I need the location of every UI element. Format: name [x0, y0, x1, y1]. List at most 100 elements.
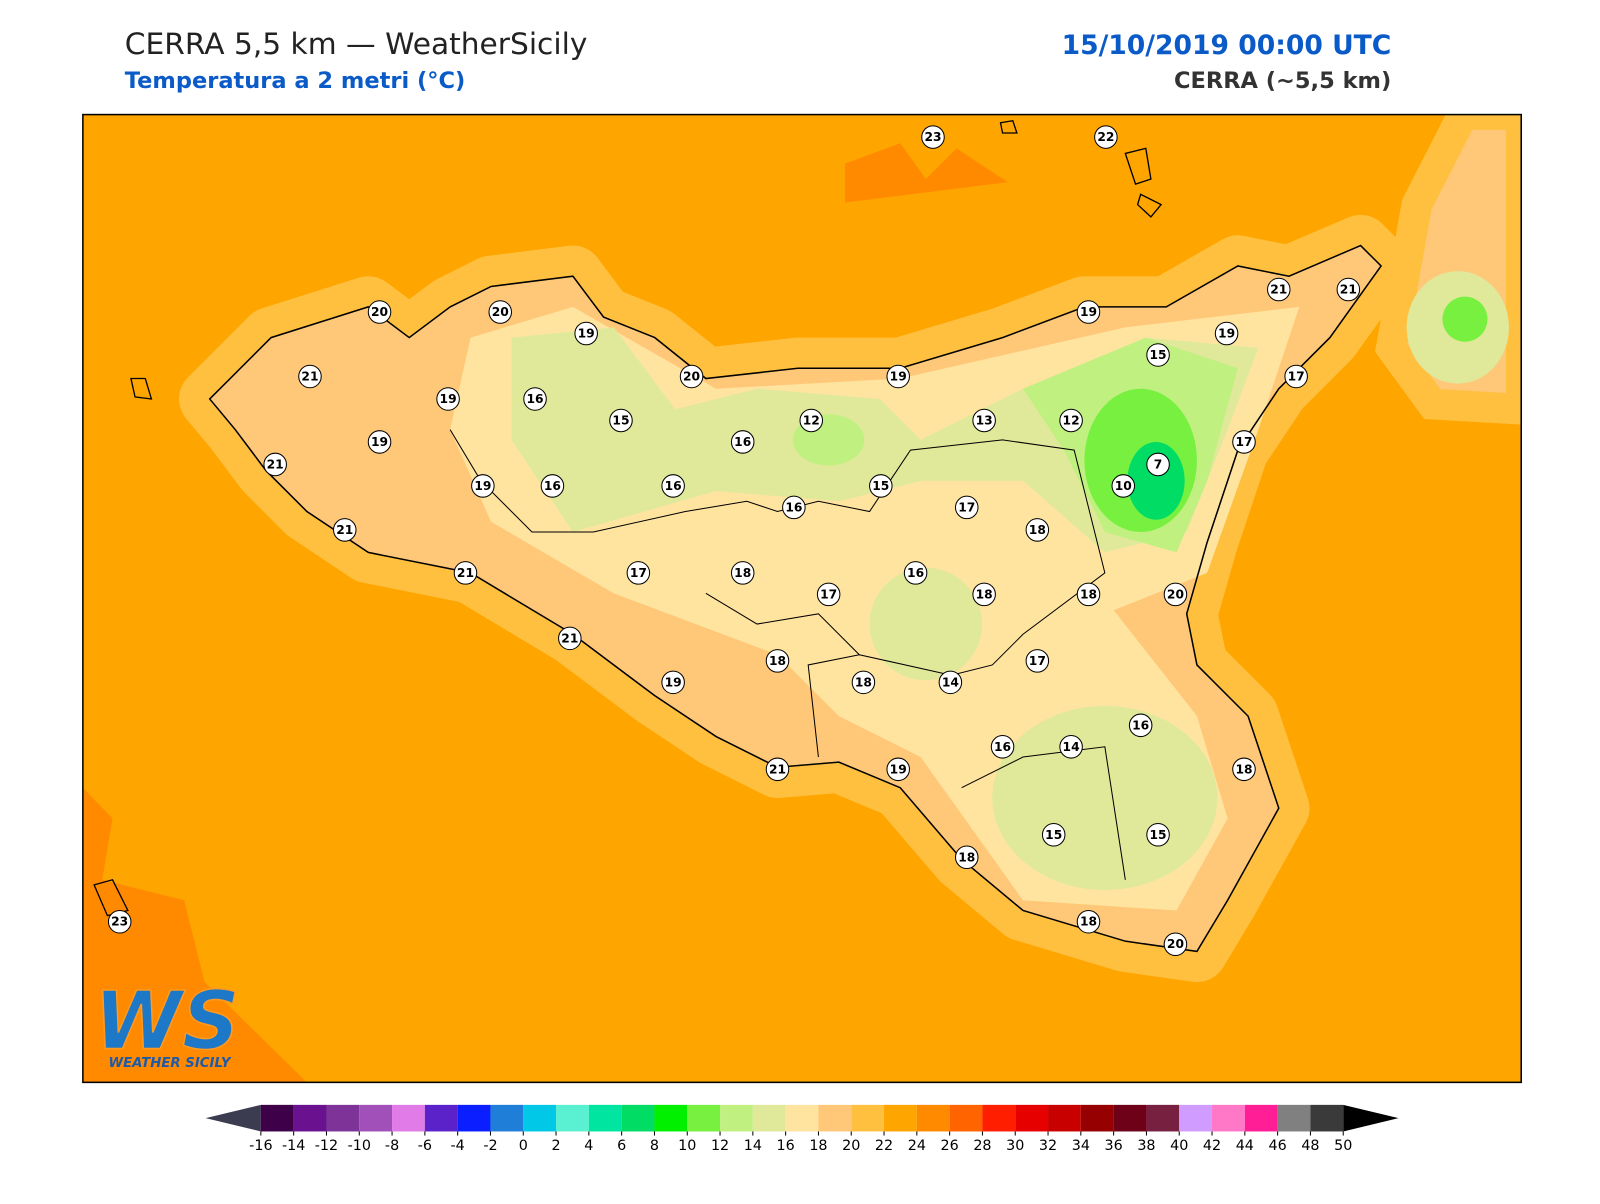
- colorbar-tick-label: 18: [809, 1138, 827, 1154]
- station-value: 16: [994, 740, 1011, 754]
- station-marker: [765, 649, 790, 673]
- station-marker: [1128, 713, 1153, 738]
- colorbar-segment: [654, 1104, 688, 1132]
- colorbar-tick-label: 28: [973, 1138, 991, 1154]
- station-marker: [1111, 474, 1136, 498]
- station-marker: [679, 364, 704, 389]
- colorbar-tick-label: 2: [552, 1138, 561, 1154]
- station-marker: [1025, 518, 1050, 542]
- station-marker: [1232, 430, 1256, 454]
- station-marker: [609, 408, 633, 433]
- station-value: 21: [769, 762, 786, 776]
- colorbar-segment: [687, 1104, 721, 1132]
- colorbar-segment: [752, 1104, 786, 1132]
- station-value: 16: [526, 392, 543, 406]
- station-marker: [471, 474, 495, 498]
- station-marker: [1076, 582, 1101, 607]
- station-marker: [1025, 649, 1050, 673]
- station-marker: [851, 670, 876, 695]
- station-marker: [869, 474, 893, 498]
- colorbar-tick-label: -4: [451, 1138, 465, 1154]
- station-marker: [1059, 408, 1083, 433]
- station-value: 18: [1080, 587, 1097, 601]
- station-value: 16: [907, 566, 924, 580]
- station-marker: [263, 452, 287, 477]
- station-value: 12: [803, 413, 820, 427]
- station-marker: [523, 387, 547, 411]
- colorbar-tick-label: 48: [1301, 1138, 1319, 1154]
- colorbar-segment: [359, 1104, 393, 1132]
- colorbar-segment: [1212, 1104, 1245, 1132]
- colorbar-segment: [1244, 1104, 1278, 1132]
- colorbar-segment: [1113, 1104, 1147, 1132]
- model: CERRA (~5,5 km): [1174, 68, 1391, 94]
- station-value: 18: [1235, 762, 1252, 776]
- subtitle: Temperatura a 2 metri (°C): [125, 68, 466, 94]
- colorbar-segment: [326, 1104, 360, 1132]
- colorbar-tick-label: -14: [282, 1138, 305, 1154]
- station-marker: [367, 300, 392, 324]
- station-marker: [938, 670, 963, 695]
- station-value: 16: [544, 479, 561, 493]
- station-value: 7: [1154, 457, 1163, 471]
- colorbar-tick-label: 30: [1006, 1138, 1024, 1154]
- station-value: 15: [1150, 348, 1167, 362]
- warm-patch: [82, 787, 307, 1083]
- colorbar-segment: [457, 1104, 491, 1132]
- station-value: 20: [371, 305, 388, 319]
- logo-mark: WS: [94, 975, 239, 1068]
- station-value: 22: [1097, 130, 1114, 144]
- colorbar-segment: [982, 1104, 1016, 1132]
- station-value: 19: [890, 762, 907, 776]
- contour: [992, 705, 1218, 891]
- station-marker: [1146, 343, 1170, 367]
- colorbar-tick-label: 24: [908, 1138, 926, 1154]
- colorbar-tick-label: -8: [385, 1138, 399, 1154]
- colorbar-tick-label: 8: [650, 1138, 659, 1154]
- colorbar-segment: [556, 1104, 589, 1132]
- station-marker: [436, 387, 460, 411]
- colorbar-segment: [818, 1104, 852, 1132]
- station-value: 17: [1288, 369, 1305, 383]
- station-value: 19: [1080, 305, 1097, 319]
- station-value: 21: [1340, 283, 1357, 297]
- station-marker: [903, 561, 928, 585]
- map: WS WEATHER SICILY 23 22 20 20 19 21 19 16 15 20 19…: [82, 114, 1522, 1083]
- station-marker: [990, 735, 1015, 759]
- station-value: 19: [578, 327, 595, 341]
- station-value: 19: [1218, 327, 1235, 341]
- station-marker: [782, 495, 806, 520]
- station-marker: [1163, 582, 1188, 607]
- colorbar-segment: [1080, 1104, 1114, 1132]
- station-marker: [954, 495, 979, 520]
- station-marker: [1146, 823, 1170, 847]
- station-value: 16: [1132, 718, 1149, 732]
- colorbar-segment: [1015, 1104, 1049, 1132]
- station-value: 19: [665, 675, 682, 689]
- colorbar-segment: [490, 1104, 524, 1132]
- coastline: [208, 244, 1383, 953]
- station-value: 17: [630, 566, 647, 580]
- colorbar-under: [205, 1104, 261, 1132]
- station-marker: [1076, 300, 1101, 324]
- date: 15/10/2019 00:00 UTC: [1062, 30, 1392, 61]
- colorbar-tick-label: 32: [1039, 1138, 1057, 1154]
- station-value: 23: [111, 915, 128, 929]
- station-value: 15: [872, 479, 889, 493]
- station-value: 18: [1080, 915, 1097, 929]
- station-marker: [730, 561, 755, 585]
- colorbar-segment: [392, 1104, 425, 1132]
- colorbar-over: [1343, 1104, 1399, 1132]
- colorbar-tick-label: 50: [1334, 1138, 1352, 1154]
- colorbar-tick-label: -10: [348, 1138, 371, 1154]
- station-marker: [107, 909, 132, 934]
- colorbar-segment: [949, 1104, 983, 1132]
- station-marker: [1059, 735, 1083, 759]
- colorbar-tick-label: 12: [711, 1138, 729, 1154]
- colorbar-segment: [1048, 1104, 1081, 1132]
- station-value: 21: [1270, 283, 1287, 297]
- station-value: 20: [492, 305, 509, 319]
- colorbar-tick-label: 6: [617, 1138, 626, 1154]
- station-marker: [367, 430, 392, 454]
- station-value: 20: [1167, 587, 1184, 601]
